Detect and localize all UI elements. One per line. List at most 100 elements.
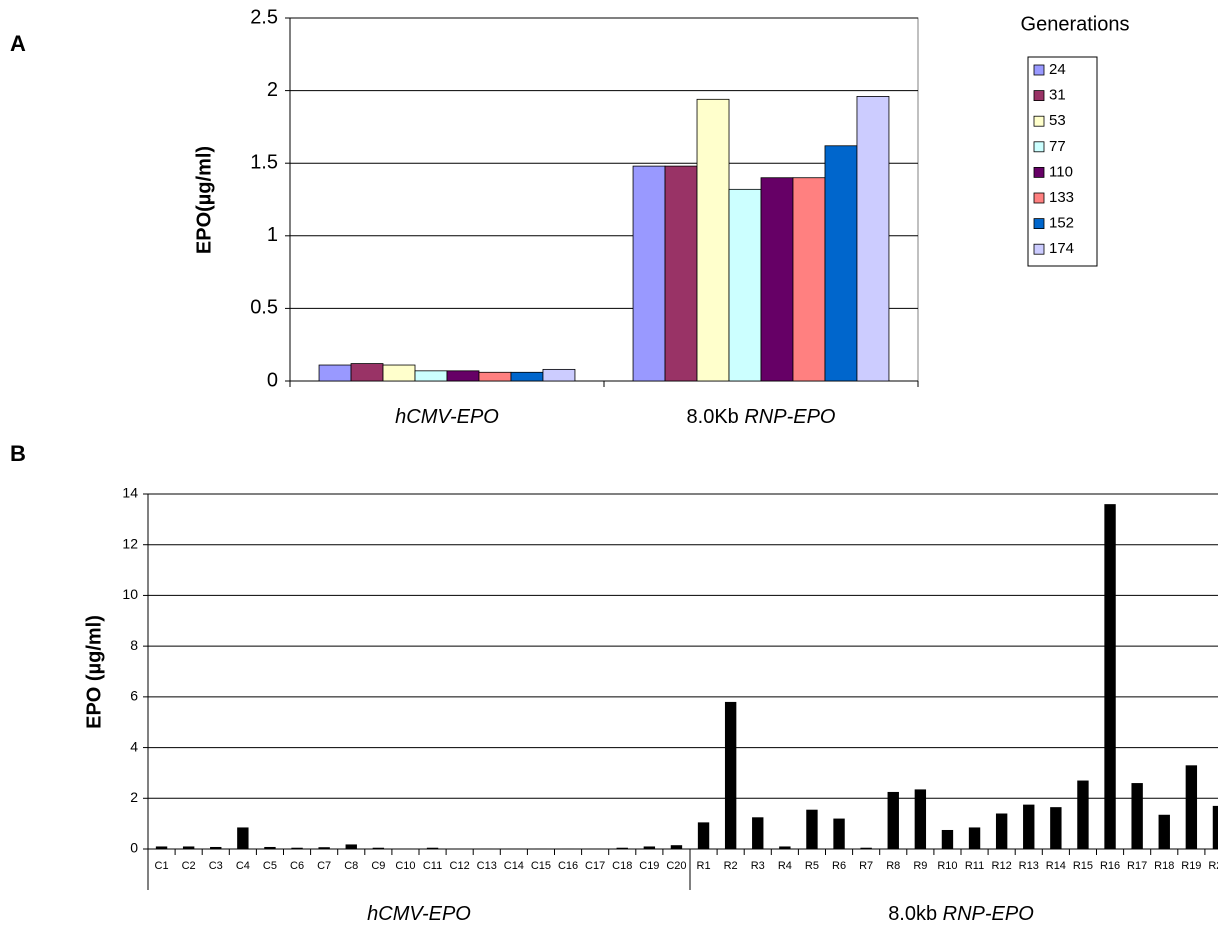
x-tick-label: C1 [155, 860, 169, 872]
bar [806, 809, 818, 849]
x-tick-label: hCMV-EPO [395, 406, 499, 428]
bar [382, 364, 416, 382]
x-tick-label: C4 [236, 860, 250, 872]
y-tick-label: 2 [130, 789, 138, 805]
bar [914, 789, 927, 849]
x-tick-label: C10 [395, 860, 415, 872]
x-tick-label: C17 [585, 860, 605, 872]
x-tick-label: C13 [477, 860, 497, 872]
x-tick-label: C7 [317, 860, 331, 872]
x-tick-label: C18 [612, 860, 632, 872]
bar [752, 817, 764, 849]
x-tick-label: C16 [558, 860, 578, 872]
bar [510, 371, 544, 382]
bar [664, 165, 698, 382]
x-tick-label: C5 [263, 860, 277, 872]
x-tick-label: C15 [531, 860, 551, 872]
bar [1104, 504, 1116, 849]
bar [318, 364, 352, 382]
y-tick-label: 1.5 [250, 151, 278, 173]
bar [643, 846, 656, 849]
bar [399, 848, 412, 849]
x-tick-label: R4 [778, 860, 792, 872]
x-tick-label: C3 [209, 860, 223, 872]
x-tick-label: R11 [965, 860, 984, 872]
bar [1050, 807, 1062, 849]
y-tick-label: 14 [122, 485, 138, 501]
y-tick-label: 10 [122, 586, 138, 602]
group-label: 8.0kb RNP-EPO [888, 903, 1034, 925]
legend-label: 53 [1049, 112, 1066, 129]
y-tick-label: 1 [267, 224, 278, 246]
x-tick-label: R9 [913, 860, 927, 872]
x-tick-label: C19 [639, 860, 659, 872]
x-tick-label: R14 [1046, 860, 1066, 872]
legend-box [1027, 56, 1098, 267]
bar [856, 96, 890, 382]
x-tick-label: R13 [1019, 860, 1039, 872]
x-tick-label: R6 [832, 860, 846, 872]
legend-label: 24 [1049, 61, 1066, 78]
x-tick-label: R18 [1154, 860, 1174, 872]
bar [264, 846, 276, 849]
y-tick-label: 12 [122, 535, 138, 551]
legend-swatch [1033, 166, 1045, 178]
bar [542, 368, 576, 382]
bar [1158, 814, 1170, 849]
x-tick-label: C11 [423, 860, 442, 872]
y-tick-label: 2.5 [250, 6, 278, 28]
bar [941, 829, 954, 849]
x-tick-label: 8.0Kb RNP-EPO [687, 406, 836, 428]
bar [426, 847, 439, 849]
bar [760, 177, 794, 382]
legend-label: 152 [1049, 215, 1074, 232]
x-tick-label: R8 [886, 860, 900, 872]
y-tick-label: 2 [267, 79, 278, 101]
bar [372, 847, 385, 849]
bar [562, 848, 574, 849]
bar [535, 848, 547, 849]
x-tick-label: C14 [504, 860, 524, 872]
x-tick-label: R10 [937, 860, 957, 872]
legend-swatch [1033, 243, 1045, 255]
legend-label: 174 [1049, 240, 1074, 257]
legend-swatch [1033, 115, 1045, 127]
y-tick-label: 4 [130, 738, 138, 754]
x-tick-label: R3 [751, 860, 765, 872]
x-tick-label: C8 [344, 860, 358, 872]
x-tick-label: C9 [371, 860, 385, 872]
bar [968, 827, 981, 849]
group-label: hCMV-EPO [367, 903, 471, 925]
x-tick-label: R1 [697, 860, 711, 872]
bar [724, 701, 737, 849]
bar [1131, 783, 1143, 849]
y-tick-label: 0.5 [250, 297, 278, 319]
legend-label: 133 [1049, 189, 1074, 206]
y-tick-label: 8 [130, 637, 138, 653]
bar [237, 827, 249, 849]
x-tick-label: R2 [724, 860, 738, 872]
legend-label: 77 [1049, 138, 1066, 155]
bar [478, 371, 512, 382]
x-tick-label: R17 [1127, 860, 1147, 872]
bar [697, 822, 710, 849]
y-tick-label: 6 [130, 688, 138, 704]
x-tick-label: R20 [1208, 860, 1218, 872]
bar [616, 847, 628, 849]
x-tick-label: R16 [1100, 860, 1120, 872]
y-tick-label: 0 [130, 840, 138, 856]
y-tick-label: 0 [267, 369, 278, 391]
bar [824, 145, 858, 382]
bar [155, 846, 168, 849]
bar [833, 818, 845, 849]
bar [182, 846, 195, 849]
bar [350, 363, 384, 382]
legend-title: Generations [1021, 13, 1130, 35]
legend-swatch [1033, 64, 1045, 76]
legend-swatch [1033, 218, 1045, 230]
legend-label: 110 [1049, 163, 1073, 180]
bar [508, 848, 520, 849]
bar [446, 370, 480, 382]
x-tick-label: C6 [290, 860, 304, 872]
